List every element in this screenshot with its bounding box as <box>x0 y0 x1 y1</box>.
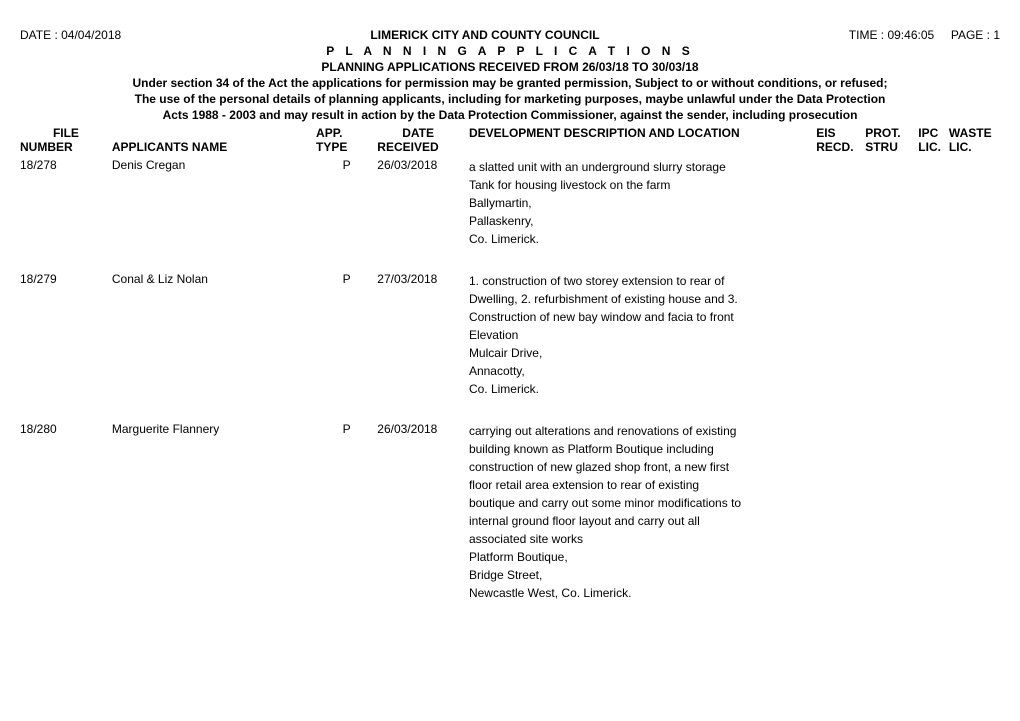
col-ipc-line1: IPC <box>918 126 949 140</box>
cell-eis <box>816 158 865 248</box>
cell-waste <box>949 272 1000 398</box>
desc-line: Pallaskenry, <box>469 212 816 230</box>
table-row: 18/280Marguerite FlanneryP26/03/2018 carr… <box>20 422 1000 602</box>
col-eis-line2: RECD. <box>816 140 865 154</box>
cell-eis <box>816 422 865 602</box>
report-time: TIME : 09:46:05 <box>849 28 934 42</box>
cell-app-type: P <box>316 158 377 248</box>
report-page: DATE : 04/04/2018 LIMERICK CITY AND COUN… <box>0 0 1020 646</box>
col-prot-line2: STRU <box>865 140 918 154</box>
col-file-line1: FILE <box>20 126 112 140</box>
report-time-page: TIME : 09:46:05 PAGE : 1 <box>849 28 1000 42</box>
cell-date-received: 26/03/2018 <box>377 422 459 602</box>
report-date: DATE : 04/04/2018 <box>20 28 121 42</box>
report-page-number: PAGE : 1 <box>951 28 1000 42</box>
desc-line: a slatted unit with an underground slurr… <box>469 158 816 176</box>
cell-ipc <box>918 422 949 602</box>
desc-line: Platform Boutique, <box>469 548 816 566</box>
desc-line: Tank for housing livestock on the farm <box>469 176 816 194</box>
col-date-line2: RECEIVED <box>377 140 459 154</box>
cell-app-type: P <box>316 272 377 398</box>
col-ipc-line2: LIC. <box>918 140 949 154</box>
col-applicants-line2: APPLICANTS NAME <box>112 140 316 154</box>
desc-line: carrying out alterations and renovations… <box>469 422 816 440</box>
desc-line: Dwelling, 2. refurbishment of existing h… <box>469 290 816 308</box>
cell-prot <box>865 272 918 398</box>
cell-applicant: Denis Cregan <box>112 158 316 248</box>
desc-line: Co. Limerick. <box>469 380 816 398</box>
desc-line: Newcastle West, Co. Limerick. <box>469 584 816 602</box>
report-subtitle: P L A N N I N G A P P L I C A T I O N S <box>20 44 1000 58</box>
col-apptype-line1: APP. <box>316 126 377 140</box>
row-spacer <box>20 398 1000 422</box>
col-date-line1: DATE <box>377 126 459 140</box>
table-row: 18/279Conal & Liz NolanP27/03/2018 1. con… <box>20 272 1000 398</box>
cell-waste <box>949 422 1000 602</box>
cell-waste <box>949 158 1000 248</box>
col-file-line2: NUMBER <box>20 140 112 154</box>
desc-line: 1. construction of two storey extension … <box>469 272 816 290</box>
row-spacer <box>20 602 1000 626</box>
council-name: LIMERICK CITY AND COUNTY COUNCIL <box>121 28 849 42</box>
cell-file-number: 18/280 <box>20 422 112 602</box>
desc-line: Ballymartin, <box>469 194 816 212</box>
cell-ipc <box>918 158 949 248</box>
cell-ipc <box>918 272 949 398</box>
applications-table: 18/278Denis CreganP26/03/2018a slatted u… <box>20 158 1000 626</box>
table-row: 18/278Denis CreganP26/03/2018 a slatted u… <box>20 158 1000 248</box>
desc-line: boutique and carry out some minor modifi… <box>469 494 816 512</box>
col-desc-line1: DEVELOPMENT DESCRIPTION AND LOCATION <box>459 126 816 140</box>
cell-app-type: P <box>316 422 377 602</box>
cell-prot <box>865 422 918 602</box>
col-desc-line2 <box>459 140 816 154</box>
desc-line: Elevation <box>469 326 816 344</box>
cell-description: 1. construction of two storey extension … <box>459 272 816 398</box>
desc-line: Construction of new bay window and facia… <box>469 308 816 326</box>
report-received-range: PLANNING APPLICATIONS RECEIVED FROM 26/0… <box>20 60 1000 74</box>
cell-file-number: 18/279 <box>20 272 112 398</box>
desc-line: internal ground floor layout and carry o… <box>469 512 816 530</box>
cell-description: a slatted unit with an underground slurr… <box>459 158 816 248</box>
cell-date-received: 27/03/2018 <box>377 272 459 398</box>
desc-line: Annacotty, <box>469 362 816 380</box>
cell-applicant: Marguerite Flannery <box>112 422 316 602</box>
col-waste-line1: WASTE <box>949 126 1000 140</box>
desc-line: building known as Platform Boutique incl… <box>469 440 816 458</box>
col-eis-line1: EIS <box>816 126 865 140</box>
cell-eis <box>816 272 865 398</box>
cell-applicant: Conal & Liz Nolan <box>112 272 316 398</box>
cell-description: carrying out alterations and renovations… <box>459 422 816 602</box>
column-headers: FILE APP. DATE DEVELOPMENT DESCRIPTION A… <box>20 126 1000 154</box>
report-note-3: Acts 1988 - 2003 and may result in actio… <box>20 108 1000 122</box>
col-prot-line1: PROT. <box>865 126 918 140</box>
desc-line: floor retail area extension to rear of e… <box>469 476 816 494</box>
col-waste-line2: LIC. <box>949 140 1000 154</box>
report-note-1: Under section 34 of the Act the applicat… <box>20 76 1000 90</box>
desc-line: associated site works <box>469 530 816 548</box>
row-spacer <box>20 248 1000 272</box>
cell-file-number: 18/278 <box>20 158 112 248</box>
col-applicants-line1 <box>112 126 316 140</box>
col-apptype-line2: TYPE <box>316 140 377 154</box>
desc-line: Mulcair Drive, <box>469 344 816 362</box>
report-note-2: The use of the personal details of plann… <box>20 92 1000 106</box>
report-header-row: DATE : 04/04/2018 LIMERICK CITY AND COUN… <box>20 28 1000 42</box>
cell-date-received: 26/03/2018 <box>377 158 459 248</box>
desc-line: construction of new glazed shop front, a… <box>469 458 816 476</box>
report-title-block: LIMERICK CITY AND COUNTY COUNCIL <box>121 28 849 42</box>
cell-prot <box>865 158 918 248</box>
desc-line: Co. Limerick. <box>469 230 816 248</box>
desc-line: Bridge Street, <box>469 566 816 584</box>
